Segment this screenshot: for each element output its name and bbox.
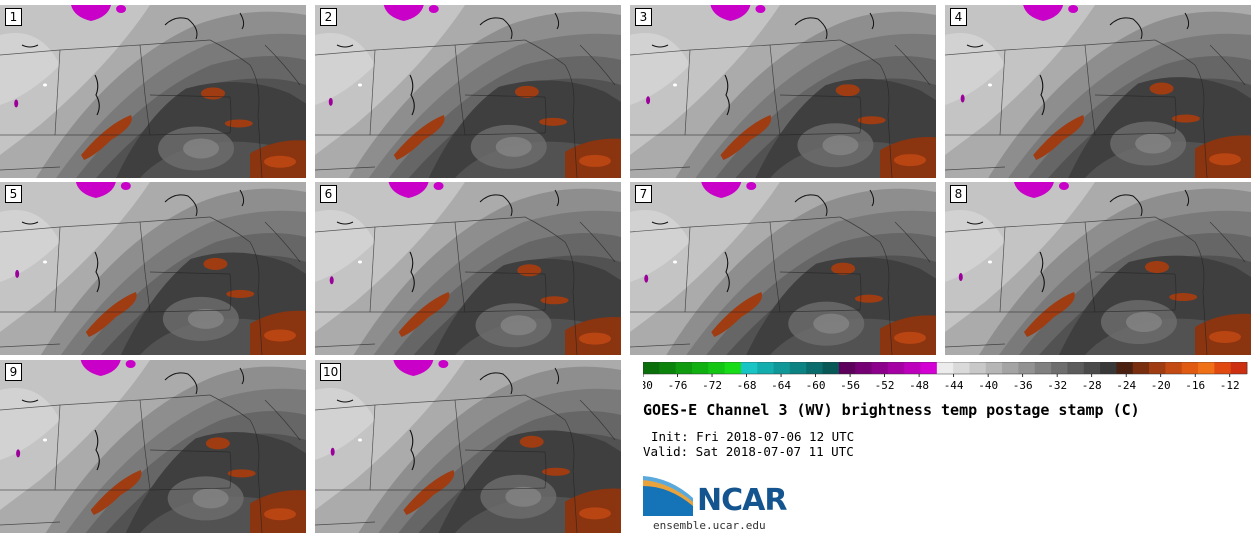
colorbar-segment [1181, 362, 1199, 374]
colorbar-tick-label: -48 [909, 379, 929, 392]
colorbar-segment [1165, 362, 1183, 374]
colorbar-segment [643, 362, 660, 374]
colorbar-tick-label: -52 [875, 379, 895, 392]
colorbar-segment [659, 362, 677, 374]
colorbar-segment [887, 362, 905, 374]
stamp-number: 6 [320, 185, 337, 203]
stamp-number: 1 [5, 8, 22, 26]
stamp-panel-2: 2 [315, 5, 621, 178]
colorbar-segment [969, 362, 987, 374]
colorbar-tick-label: -56 [840, 379, 860, 392]
colorbar-segment [806, 362, 823, 374]
stamp-panel-7: 7 [630, 182, 936, 355]
colorbar-segment [838, 362, 856, 374]
colorbar-segment [871, 362, 889, 374]
colorbar-segment [1018, 362, 1036, 374]
stamp-map-1 [0, 5, 306, 178]
colorbar-segment [904, 362, 921, 374]
colorbar-segment [773, 362, 791, 374]
colorbar-segment [936, 362, 954, 374]
colorbar-segment [724, 362, 742, 374]
colorbar-segment [1116, 362, 1134, 374]
stamp-panel-6: 6 [315, 182, 621, 355]
colorbar-tick-label: -68 [737, 379, 757, 392]
colorbar-tick-label: -72 [702, 379, 722, 392]
valid-time: Valid: Sat 2018-07-07 11 UTC [643, 444, 854, 459]
stamp-number: 3 [635, 8, 652, 26]
site-url: ensemble.ucar.edu [653, 519, 766, 532]
stamp-map-7 [630, 182, 936, 355]
ncar-logo-icon [643, 476, 693, 516]
stamp-map-6 [315, 182, 621, 355]
colorbar: -80 -76 -72 -68 -64 -60 -56 -52 -48 -44 -40 -36 -32 -… [643, 362, 1248, 392]
colorbar-tick-label: -20 [1151, 379, 1171, 392]
colorbar-segment [855, 362, 872, 374]
colorbar-tick-label: -76 [668, 379, 688, 392]
colorbar-segment [1083, 362, 1101, 374]
colorbar-segment [757, 362, 774, 374]
colorbar-segment [1002, 362, 1019, 374]
colorbar-segment [1230, 362, 1248, 374]
colorbar-segment [822, 362, 840, 374]
colorbar-segment [1132, 362, 1150, 374]
stamp-panel-5: 5 [0, 182, 306, 355]
colorbar-segment [691, 362, 709, 374]
colorbar-segment [1067, 362, 1085, 374]
colorbar-segment [1198, 362, 1215, 374]
stamp-number: 2 [320, 8, 337, 26]
colorbar-tick-label: -12 [1220, 379, 1240, 392]
colorbar-segment [789, 362, 807, 374]
colorbar-segment [1100, 362, 1117, 374]
stamp-panel-3: 3 [630, 5, 936, 178]
stamp-map-3 [630, 5, 936, 178]
stamp-panel-8: 8 [945, 182, 1251, 355]
colorbar-segment [1214, 362, 1232, 374]
colorbar-tick-label: -16 [1185, 379, 1205, 392]
stamp-number: 4 [950, 8, 967, 26]
stamp-panel-10: 10 [315, 360, 621, 533]
colorbar-segment [985, 362, 1003, 374]
stamp-number: 10 [320, 363, 342, 381]
colorbar-tick-label: -64 [771, 379, 791, 392]
stamp-number: 9 [5, 363, 22, 381]
colorbar-tick-label: -36 [1013, 379, 1033, 392]
colorbar-segment [708, 362, 726, 374]
colorbar-segment [953, 362, 970, 374]
colorbar-segment [1034, 362, 1052, 374]
stamp-map-5 [0, 182, 306, 355]
stamp-number: 5 [5, 185, 22, 203]
stamp-panel-9: 9 [0, 360, 306, 533]
page-title: GOES-E Channel 3 (WV) brightness temp po… [643, 401, 1140, 419]
init-time: Init: Fri 2018-07-06 12 UTC [651, 429, 855, 444]
stamp-map-10 [315, 360, 621, 533]
colorbar-tick-label: -60 [806, 379, 826, 392]
stamp-map-9 [0, 360, 306, 533]
colorbar-tick-label: -44 [944, 379, 964, 392]
stamp-number: 8 [950, 185, 967, 203]
stamp-panel-4: 4 [945, 5, 1251, 178]
stamp-map-4 [945, 5, 1251, 178]
logo-text: NCAR [697, 483, 787, 518]
colorbar-segment [1149, 362, 1166, 374]
stamp-map-2 [315, 5, 621, 178]
colorbar-segment [675, 362, 693, 374]
colorbar-tick-label: -32 [1047, 379, 1067, 392]
stamp-number: 7 [635, 185, 652, 203]
colorbar-tick-label: -28 [1082, 379, 1102, 392]
colorbar-tick-label: -80 [643, 379, 653, 392]
stamp-panel-1: 1 [0, 5, 306, 178]
colorbar-segment [1051, 362, 1068, 374]
colorbar-tick-label: -40 [978, 379, 998, 392]
colorbar-segment [740, 362, 758, 374]
colorbar-segment [920, 362, 938, 374]
stamp-map-8 [945, 182, 1251, 355]
colorbar-tick-label: -24 [1116, 379, 1136, 392]
